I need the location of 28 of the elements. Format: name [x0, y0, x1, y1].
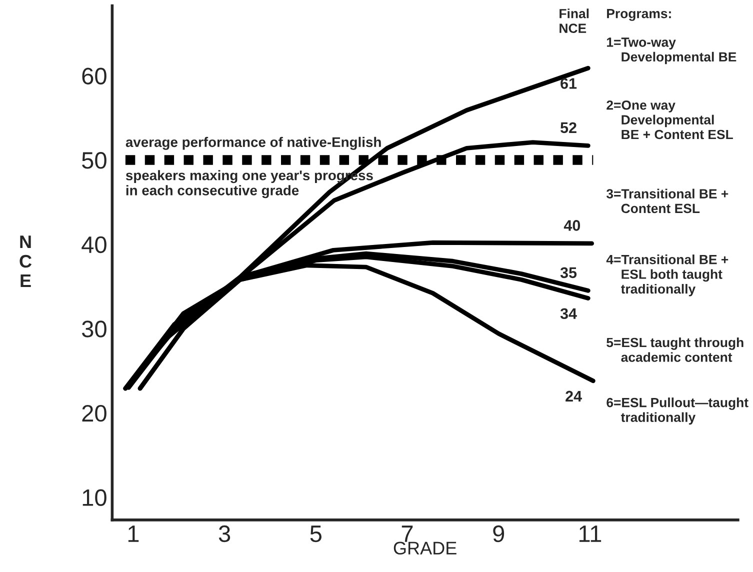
- annotation: 6=ESL Pullout—taught traditionally: [606, 398, 748, 425]
- annotation: 24: [566, 390, 582, 402]
- annotation: 35: [560, 267, 577, 278]
- y-tick-label: 30: [82, 320, 106, 338]
- y-axis-title: NCE: [20, 236, 32, 287]
- x-tick-label: 1: [128, 526, 139, 542]
- x-tick-label: 11: [579, 526, 602, 542]
- annotation: 5=ESL taught through academic content: [606, 337, 744, 362]
- annotation: 4=Transitional BE + ESL both taught traditionally: [606, 254, 728, 296]
- x-axis-title: GRADE: [394, 542, 456, 555]
- annotation: Final NCE: [560, 8, 589, 33]
- annotation: Programs:: [607, 9, 671, 21]
- annotation: 52: [560, 122, 576, 134]
- annotation: 61: [560, 78, 577, 89]
- x-tick-label: 3: [218, 525, 230, 542]
- y-tick-label: 20: [82, 404, 106, 422]
- annotation: 3=Transitional BE + Content ESL: [606, 188, 728, 214]
- x-tick-label: 5: [310, 526, 322, 542]
- y-tick-label: 40: [82, 236, 106, 254]
- annotation: 2=One way Developmental BE + Content ESL: [606, 100, 733, 140]
- annotation: 40: [564, 220, 580, 231]
- annotation: 1=Two-way Developmental BE: [606, 38, 736, 64]
- annotation: 34: [560, 308, 577, 320]
- x-tick-label: 7: [402, 526, 413, 542]
- y-tick-label: 60: [82, 68, 106, 84]
- y-tick-label: 10: [82, 489, 106, 506]
- x-tick-label: 9: [493, 525, 504, 542]
- y-tick-label: 50: [82, 152, 106, 169]
